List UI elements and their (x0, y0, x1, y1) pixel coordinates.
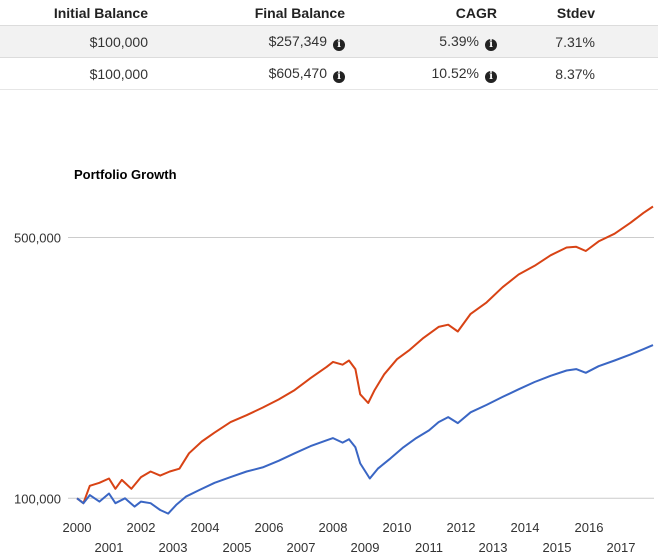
table-row: $100,000 $605,470 i 10.52% i 8.37% (0, 57, 658, 90)
x-tick-label: 2012 (447, 520, 476, 535)
series-line-2[interactable] (76, 344, 654, 515)
x-axis-labels: 2000200120022003200420052006200720082009… (63, 520, 636, 555)
chart-title: Portfolio Growth (74, 167, 177, 182)
info-icon[interactable]: i (485, 70, 497, 83)
cagr-value: 5.39% (439, 32, 479, 49)
final-balance-value: $605,470 (268, 64, 327, 81)
portfolio-stats-table: Initial Balance Final Balance CAGR Stdev… (0, 0, 658, 90)
x-tick-label: 2006 (255, 520, 284, 535)
x-tick-label: 2007 (287, 540, 316, 555)
info-icon[interactable]: i (333, 70, 345, 83)
x-tick-label: 2010 (383, 520, 412, 535)
cagr-cell: 5.39% i (345, 25, 497, 58)
x-tick-label: 2008 (319, 520, 348, 535)
info-icon[interactable]: i (333, 38, 345, 51)
header-stdev[interactable]: Stdev (556, 4, 595, 21)
final-balance-value: $257,349 (268, 32, 327, 49)
header-initial-balance[interactable]: Initial Balance (53, 4, 148, 21)
series-lines (76, 205, 654, 515)
x-tick-label: 2003 (159, 540, 188, 555)
cagr-cell: 10.52% i (345, 57, 497, 90)
final-balance-cell: $257,349 i (148, 25, 345, 58)
row-spacer (595, 25, 658, 58)
header-cagr[interactable]: CAGR (455, 4, 497, 21)
x-tick-label: 2001 (95, 540, 124, 555)
x-tick-label: 2000 (63, 520, 92, 535)
x-tick-label: 2005 (223, 540, 252, 555)
x-tick-label: 2017 (607, 540, 636, 555)
y-tick-label: 100,000 (14, 491, 61, 506)
x-tick-label: 2013 (479, 540, 508, 555)
x-tick-label: 2011 (415, 540, 443, 555)
x-tick-label: 2014 (511, 520, 540, 535)
stats-header-row: Initial Balance Final Balance CAGR Stdev (0, 0, 658, 26)
header-spacer (595, 0, 658, 26)
stdev-cell: 8.37% (497, 57, 595, 90)
stdev-cell: 7.31% (497, 25, 595, 58)
table-row: $100,000 $257,349 i 5.39% i 7.31% (0, 25, 658, 58)
final-balance-cell: $605,470 i (148, 57, 345, 90)
x-tick-label: 2002 (127, 520, 156, 535)
initial-balance-cell: $100,000 (0, 25, 148, 58)
info-icon[interactable]: i (485, 38, 497, 51)
x-tick-label: 2016 (575, 520, 604, 535)
initial-balance-cell: $100,000 (0, 57, 148, 90)
cagr-value: 10.52% (431, 64, 479, 81)
chart-grid (68, 237, 654, 499)
series-line-1[interactable] (76, 205, 654, 505)
y-tick-label: 500,000 (14, 231, 61, 246)
row-spacer (595, 57, 658, 90)
x-tick-label: 2004 (191, 520, 220, 535)
y-axis-labels: 100,000 500,000 (14, 231, 61, 507)
x-tick-label: 2015 (543, 540, 572, 555)
x-tick-label: 2009 (351, 540, 380, 555)
header-final-balance[interactable]: Final Balance (254, 4, 345, 21)
